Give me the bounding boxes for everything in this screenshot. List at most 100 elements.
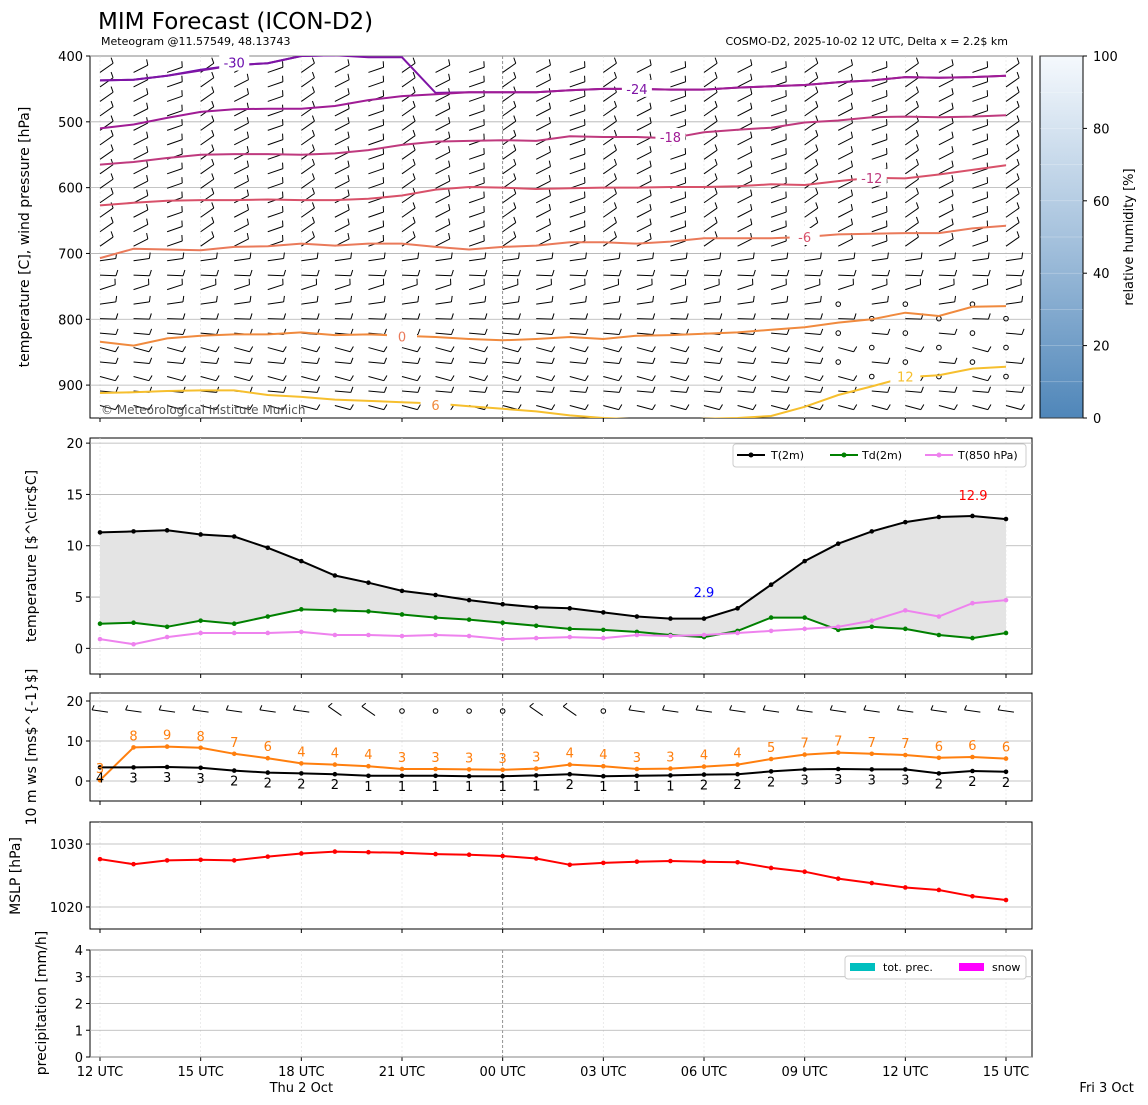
wind-barb-shaft xyxy=(905,257,922,262)
wind-barb-shaft xyxy=(401,207,416,218)
wind-barb-flag xyxy=(954,386,958,393)
wind-barb-flag xyxy=(115,295,118,302)
wind-barb-flag xyxy=(450,346,455,352)
wind-barb-flag xyxy=(820,252,822,259)
wind-speed-point-black xyxy=(533,773,539,778)
calm-wind-circle xyxy=(1003,344,1009,351)
wind-barb-shaft xyxy=(770,347,787,353)
wind-barb-flag xyxy=(618,357,622,364)
wind-barb-shaft xyxy=(670,361,687,364)
calm-wind-circle xyxy=(1003,373,1009,380)
wind-barb-shaft xyxy=(267,226,284,233)
wind-barb-flag xyxy=(246,131,249,138)
wind-barb-shaft xyxy=(435,93,451,102)
wind-barb-flag xyxy=(652,313,656,320)
y-tick-label: 1 xyxy=(75,1024,83,1039)
wind-barb-shaft xyxy=(267,284,284,291)
wind-barb-flag xyxy=(347,88,350,95)
wind-barb-flag xyxy=(719,252,722,259)
wind-barb-shaft xyxy=(468,197,485,204)
surface-wind-barb-flag xyxy=(328,702,333,707)
wind-barb-flag xyxy=(448,73,451,80)
wind-barb-shaft xyxy=(770,376,787,382)
wind-barb-flag xyxy=(484,346,489,352)
surface-wind-barb xyxy=(930,709,947,713)
wind-barb-shaft xyxy=(200,164,215,175)
wind-barb-flag xyxy=(182,328,186,335)
isotherm-label-bg xyxy=(387,327,417,345)
wind-barb-shaft xyxy=(703,390,720,393)
wind-barb-shaft xyxy=(401,193,416,204)
wind-barb-shaft xyxy=(636,318,653,320)
wind-barb-shaft xyxy=(368,274,385,277)
wind-barb-shaft xyxy=(99,284,116,291)
wind-barb-flag xyxy=(484,386,488,393)
surface-wind-barb-flag xyxy=(964,705,967,711)
series-point-t850 xyxy=(131,641,136,647)
wind-barb-shaft xyxy=(166,139,183,146)
wind-barb-flag xyxy=(548,232,551,240)
wind-barb-shaft xyxy=(636,284,653,291)
wind-barb-flag xyxy=(987,313,991,320)
wind-speed-value-label: 3 xyxy=(633,751,641,766)
dewpoint-spread-area xyxy=(100,516,1006,639)
wind-barb-shaft xyxy=(636,122,652,131)
y-tick-label: 10 xyxy=(66,735,83,750)
wind-barb-flag xyxy=(448,160,451,167)
wind-speed-point xyxy=(903,752,908,758)
wind-barb-flag xyxy=(451,357,455,364)
wind-barb-flag xyxy=(548,73,551,80)
wind-barb-flag xyxy=(148,404,153,410)
wind-barb-flag xyxy=(585,252,587,259)
wind-barb-flag xyxy=(887,295,889,302)
mslp-point xyxy=(131,861,136,867)
y-tick-label: 4 xyxy=(75,944,83,959)
wind-barb-shaft xyxy=(938,137,954,146)
wind-barb-shaft xyxy=(603,193,617,204)
wind-barb-flag xyxy=(146,232,149,240)
wind-speed-point xyxy=(366,763,371,769)
wind-speed-value-label: 6 xyxy=(264,740,272,755)
series-line-td2m xyxy=(99,608,1007,640)
wind-barb-flag xyxy=(282,346,287,352)
wind-barb-flag xyxy=(146,102,149,109)
wind-speed-value-label-black: 1 xyxy=(532,779,540,794)
wind-barb-shaft xyxy=(267,139,284,146)
isotherm-label: 12 xyxy=(897,371,914,386)
wind-barb-flag xyxy=(383,404,388,410)
wind-barb-flag xyxy=(850,160,853,167)
wind-barb-shaft xyxy=(1005,236,1020,247)
wind-barb-flag xyxy=(850,102,853,109)
wind-speed-value-label: 3 xyxy=(465,751,473,766)
mslp-line xyxy=(99,850,1007,901)
wind-speed-point-black xyxy=(903,767,908,772)
wind-barb-shaft xyxy=(99,274,117,277)
wind-barb-flag xyxy=(448,204,451,211)
wind-barb-shaft xyxy=(167,361,184,364)
wind-barb-shaft xyxy=(938,166,954,175)
wind-barb-flag xyxy=(815,57,819,64)
wind-barb-shaft xyxy=(569,197,586,204)
wind-barb-shaft xyxy=(200,236,215,247)
wind-speed-point-black xyxy=(164,764,170,770)
wind-barb-flag xyxy=(513,71,517,78)
wind-barb-shaft xyxy=(603,347,619,353)
wind-barb-flag xyxy=(246,102,249,109)
wind-speed-value-label: 7 xyxy=(868,736,876,751)
wind-barb-flag xyxy=(887,328,891,335)
wind-barb-shaft xyxy=(770,405,787,411)
wind-barb-flag xyxy=(249,386,253,393)
wind-barb-shaft xyxy=(972,274,989,277)
wind-barb-shaft xyxy=(603,390,620,393)
series-line-t2m xyxy=(99,514,1007,620)
wind-barb-shaft xyxy=(167,274,184,277)
wind-barb-flag xyxy=(513,100,517,107)
series-point-t850 xyxy=(299,629,304,635)
wind-barb-shaft xyxy=(301,361,318,364)
wind-barb-shaft xyxy=(334,301,351,305)
wind-barb-flag xyxy=(714,202,718,209)
wind-barb-flag xyxy=(182,346,187,352)
wind-barb-flag xyxy=(1021,386,1025,393)
mslp-point xyxy=(735,859,740,865)
wind-barb-flag xyxy=(649,73,652,80)
